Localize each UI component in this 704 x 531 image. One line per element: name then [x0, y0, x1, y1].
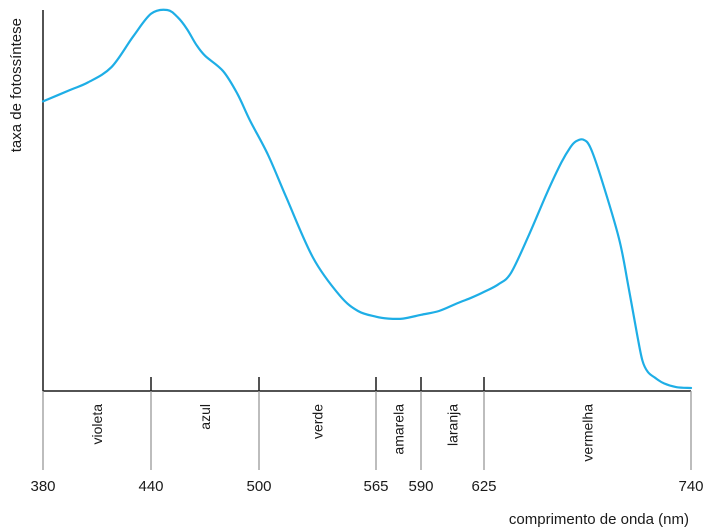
x-axis-label: comprimento de onda (nm) [509, 511, 689, 528]
band-label-laranja: laranja [445, 404, 461, 446]
band-label-amarela: amarela [391, 404, 407, 455]
x-tick-label: 590 [408, 478, 433, 495]
x-tick-label: 500 [246, 478, 271, 495]
x-tick-label: 380 [30, 478, 55, 495]
band-label-violeta: violeta [89, 404, 105, 445]
x-tick-label: 565 [363, 478, 388, 495]
x-tick-label: 625 [471, 478, 496, 495]
band-label-vermelha: vermelha [580, 404, 596, 462]
band-label-azul: azul [197, 404, 213, 430]
band-label-verde: verde [310, 404, 326, 439]
x-tick-label: 440 [138, 478, 163, 495]
x-tick-label: 740 [678, 478, 703, 495]
photosynthesis-curve [41, 8, 693, 390]
x-ticks: 380 440 500 565 590 625 740 [30, 377, 704, 495]
band-dividers: violeta azul verde amarela laranja vermelha [89, 404, 596, 462]
y-axis-label: taxa de fotossíntese [8, 18, 25, 152]
